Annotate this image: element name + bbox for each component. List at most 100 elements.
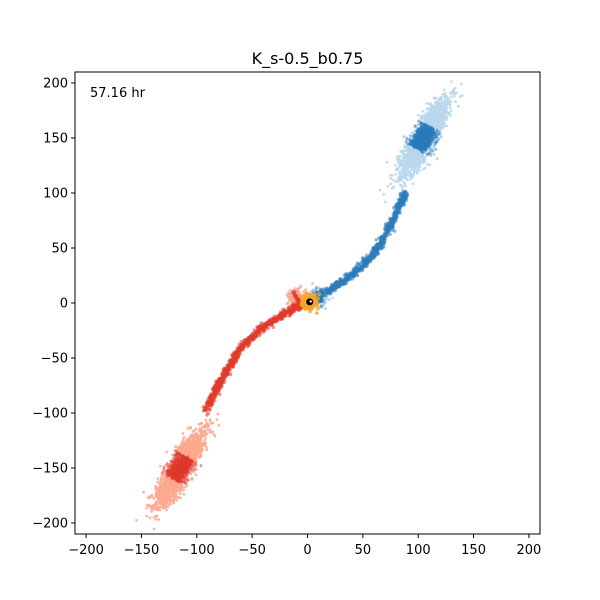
blue-cluster-point <box>417 145 421 148</box>
blue-cluster-point <box>430 133 433 137</box>
blue-cluster-point <box>412 141 416 145</box>
blue-cluster-point <box>418 136 422 140</box>
blue-cluster-point <box>419 141 422 144</box>
blue-cluster-point <box>430 149 433 153</box>
blue-cluster-point <box>409 178 412 181</box>
blue-cluster-point <box>428 142 431 146</box>
blue-cluster-point <box>447 111 451 115</box>
blue-cluster-point <box>427 128 430 132</box>
blue-cluster-point <box>408 142 412 146</box>
blue-cluster-point <box>428 135 432 139</box>
blue-cluster-point <box>416 128 420 132</box>
red-cluster-point <box>154 515 158 518</box>
blue-cluster-point <box>413 144 416 148</box>
blue-cluster-point <box>416 134 420 138</box>
blue-cluster-point <box>417 130 421 133</box>
blue-cluster-point <box>432 132 435 136</box>
blue-cluster-point <box>428 150 432 154</box>
blue-cluster-point <box>444 95 447 98</box>
blue-cluster-point <box>425 128 429 132</box>
blue-cluster-point <box>420 134 424 138</box>
blue-cluster-point <box>425 144 429 148</box>
blue-cluster-point <box>421 131 425 134</box>
blue-cluster-point <box>417 133 421 137</box>
blue-stream-point <box>384 223 388 228</box>
blue-cluster-point <box>427 131 430 135</box>
blue-cluster-point <box>408 134 412 137</box>
blue-cluster-point <box>446 102 449 106</box>
blue-cluster-point <box>425 144 428 148</box>
red-cluster-point <box>159 476 163 479</box>
blue-cluster-point <box>412 144 416 148</box>
blue-cluster-point <box>414 125 417 129</box>
blue-cluster-point <box>417 133 421 137</box>
blue-cluster-point <box>415 143 418 147</box>
blue-cluster-point <box>432 137 436 141</box>
blue-cluster-point <box>428 125 431 129</box>
blue-stream-point <box>394 215 398 219</box>
blue-cluster-point <box>410 175 413 179</box>
blue-stream-point <box>353 271 358 275</box>
blue-cluster-point <box>409 137 412 141</box>
blue-cluster-point <box>421 141 425 145</box>
red-cluster-point <box>171 456 175 460</box>
blue-cluster-point <box>454 100 457 104</box>
blue-cluster-point <box>436 108 440 112</box>
blue-cluster-point <box>424 134 428 138</box>
blue-cluster-point <box>426 139 430 143</box>
blue-cluster-point <box>431 150 434 154</box>
blue-stream-point <box>344 274 348 278</box>
blue-cluster-point <box>413 141 416 145</box>
blue-cluster-point <box>434 147 437 151</box>
blue-cluster-point <box>431 139 434 143</box>
blue-cluster-point <box>427 140 431 143</box>
blue-cluster-point <box>426 145 430 149</box>
blue-cluster-point <box>418 131 421 135</box>
blue-cluster-point <box>419 148 423 152</box>
blue-cluster-point <box>428 132 431 136</box>
blue-cluster-point <box>420 139 424 143</box>
blue-cluster-point <box>418 132 422 136</box>
blue-cluster-point <box>415 137 419 141</box>
blue-cluster-point <box>423 138 427 142</box>
blue-stream-point <box>364 256 369 261</box>
blue-cluster-point <box>423 133 427 137</box>
blue-cluster-point <box>423 141 426 145</box>
blue-cluster-point <box>421 125 425 129</box>
blue-cluster-point <box>413 135 417 139</box>
blue-cluster-point <box>417 139 421 143</box>
blue-cluster-point <box>421 126 425 130</box>
blue-cluster-point <box>413 124 417 128</box>
blue-cluster-point <box>441 110 445 114</box>
blue-cluster-point <box>412 170 416 174</box>
blue-cluster-point <box>428 133 431 137</box>
blue-cluster-point <box>398 170 401 174</box>
blue-cluster-point <box>427 140 431 144</box>
blue-cluster-point <box>434 148 438 151</box>
blue-cluster-point <box>417 113 420 117</box>
blue-stream-point <box>357 262 362 267</box>
red-cluster-point <box>156 477 160 480</box>
blue-cluster-point <box>422 125 425 129</box>
blue-cluster-point <box>431 149 435 152</box>
blue-cluster-point <box>430 138 434 141</box>
blue-cluster-point <box>415 156 419 160</box>
blue-cluster-point <box>428 142 432 146</box>
blue-cluster-point <box>417 133 421 137</box>
blue-cluster-point <box>426 126 430 130</box>
blue-cluster-point <box>426 141 430 145</box>
blue-cluster-point <box>407 163 410 167</box>
blue-cluster-point <box>433 101 437 104</box>
blue-cluster-point <box>448 91 452 95</box>
blue-cluster-point <box>413 142 417 146</box>
blue-cluster-point <box>420 140 424 144</box>
blue-stream-point <box>383 227 387 232</box>
blue-cluster-point <box>436 129 439 133</box>
blue-cluster-point <box>421 141 425 145</box>
blue-cluster-point <box>442 122 446 126</box>
blue-cluster-point <box>432 153 436 156</box>
blue-cluster-point <box>424 124 428 128</box>
blue-cluster-point <box>435 135 438 139</box>
blue-cluster-point <box>311 282 314 285</box>
blue-cluster-point <box>450 80 453 84</box>
